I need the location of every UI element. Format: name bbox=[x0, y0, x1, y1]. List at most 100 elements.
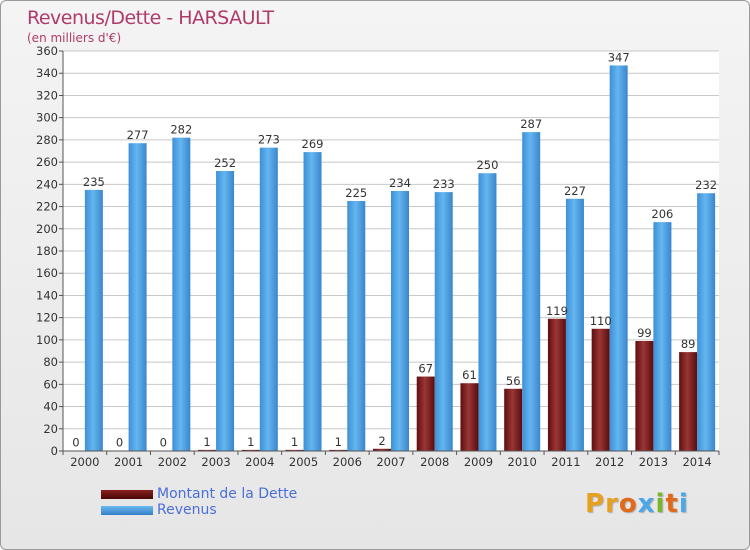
x-tick-label: 2013 bbox=[639, 455, 668, 469]
data-label-dette: 99 bbox=[637, 326, 652, 340]
y-tick-label: 200 bbox=[36, 222, 58, 236]
bar-dette bbox=[460, 383, 479, 451]
x-tick-label: 2007 bbox=[376, 455, 405, 469]
data-label-dette: 2 bbox=[378, 434, 385, 448]
data-label-revenus: 206 bbox=[651, 207, 673, 221]
y-tick-label: 120 bbox=[36, 311, 58, 325]
y-tick-label: 40 bbox=[43, 400, 58, 414]
data-label-revenus: 277 bbox=[127, 128, 149, 142]
y-tick-label: 60 bbox=[43, 377, 58, 391]
data-label-dette: 0 bbox=[160, 436, 167, 450]
legend-label-dette: Montant de la Dette bbox=[157, 486, 298, 502]
x-tick-label: 2002 bbox=[158, 455, 187, 469]
legend-swatch-dette bbox=[101, 490, 153, 499]
bar-dette bbox=[373, 448, 391, 451]
y-tick-label: 80 bbox=[43, 355, 58, 369]
x-tick-label: 2006 bbox=[333, 455, 362, 469]
bar-dette bbox=[679, 352, 698, 451]
bar-dette bbox=[198, 449, 217, 451]
data-label-dette: 0 bbox=[72, 436, 79, 450]
data-label-revenus: 282 bbox=[170, 123, 192, 137]
data-label-revenus: 232 bbox=[695, 178, 717, 192]
x-tick-label: 2011 bbox=[551, 455, 580, 469]
x-tick-label: 2003 bbox=[201, 455, 230, 469]
bar-dette bbox=[285, 449, 304, 451]
legend-label-revenus: Revenus bbox=[157, 502, 217, 518]
y-tick-label: 180 bbox=[36, 244, 58, 258]
bar-revenus bbox=[391, 191, 409, 451]
proxiti-logo: Proxiti bbox=[585, 489, 689, 519]
x-tick-label: 2001 bbox=[114, 455, 143, 469]
data-label-revenus: 250 bbox=[476, 158, 498, 172]
y-tick-label: 260 bbox=[36, 155, 58, 169]
y-tick-label: 340 bbox=[36, 66, 58, 80]
y-tick-label: 0 bbox=[51, 444, 58, 458]
data-label-dette: 61 bbox=[462, 368, 477, 382]
bar-revenus bbox=[653, 222, 672, 451]
y-tick-label: 240 bbox=[36, 177, 58, 191]
y-tick-label: 100 bbox=[36, 333, 58, 347]
y-tick-label: 160 bbox=[36, 266, 58, 280]
bar-dette bbox=[635, 341, 654, 451]
bar-revenus bbox=[347, 201, 366, 451]
x-tick-label: 2010 bbox=[508, 455, 537, 469]
x-tick-label: 2012 bbox=[595, 455, 624, 469]
bar-revenus bbox=[478, 173, 497, 451]
y-tick-label: 280 bbox=[36, 133, 58, 147]
bar-dette bbox=[241, 449, 260, 451]
data-label-dette: 1 bbox=[203, 435, 210, 449]
bar-revenus bbox=[128, 143, 147, 451]
bar-revenus bbox=[522, 132, 541, 451]
bar-revenus bbox=[697, 193, 716, 451]
data-label-revenus: 233 bbox=[433, 177, 455, 191]
data-label-dette: 89 bbox=[681, 337, 696, 351]
chart-title: Revenus/Dette - HARSAULT bbox=[27, 7, 274, 29]
data-label-revenus: 252 bbox=[214, 156, 236, 170]
bar-revenus bbox=[172, 137, 191, 451]
bar-revenus bbox=[303, 152, 322, 451]
data-label-revenus: 287 bbox=[520, 117, 542, 131]
data-label-revenus: 273 bbox=[258, 133, 280, 147]
data-label-dette: 110 bbox=[590, 314, 612, 328]
chart-subtitle: (en milliers d'€) bbox=[27, 31, 122, 45]
bar-dette bbox=[504, 388, 523, 451]
data-label-dette: 56 bbox=[506, 374, 521, 388]
y-tick-label: 20 bbox=[43, 422, 58, 436]
bar-revenus bbox=[609, 65, 628, 451]
legend-swatch-revenus bbox=[101, 506, 153, 515]
y-tick-label: 140 bbox=[36, 288, 58, 302]
data-label-dette: 67 bbox=[418, 362, 433, 376]
data-label-revenus: 234 bbox=[389, 176, 411, 190]
bar-dette bbox=[416, 376, 435, 451]
x-tick-label: 2009 bbox=[464, 455, 493, 469]
x-tick-label: 2005 bbox=[289, 455, 318, 469]
bar-revenus bbox=[565, 198, 584, 451]
data-label-dette: 1 bbox=[291, 435, 298, 449]
data-label-revenus: 227 bbox=[564, 184, 586, 198]
x-tick-label: 2000 bbox=[70, 455, 99, 469]
bar-revenus bbox=[216, 171, 235, 451]
x-tick-label: 2014 bbox=[682, 455, 711, 469]
bar-dette bbox=[591, 328, 610, 451]
bar-dette bbox=[547, 318, 566, 451]
y-tick-label: 300 bbox=[36, 111, 58, 125]
data-label-revenus: 225 bbox=[345, 186, 367, 200]
data-label-dette: 0 bbox=[116, 436, 123, 450]
data-label-dette: 1 bbox=[335, 435, 342, 449]
x-tick-label: 2008 bbox=[420, 455, 449, 469]
data-label-dette: 1 bbox=[247, 435, 254, 449]
bar-revenus bbox=[259, 147, 278, 451]
y-tick-label: 320 bbox=[36, 88, 58, 102]
bar-revenus bbox=[434, 192, 453, 451]
y-tick-label: 220 bbox=[36, 200, 58, 214]
bar-revenus bbox=[84, 189, 103, 451]
bar-dette bbox=[329, 449, 348, 451]
y-tick-label: 360 bbox=[36, 44, 58, 58]
data-label-revenus: 269 bbox=[302, 137, 324, 151]
data-label-revenus: 235 bbox=[83, 175, 105, 189]
x-tick-label: 2004 bbox=[245, 455, 274, 469]
data-label-dette: 119 bbox=[546, 304, 568, 318]
data-label-revenus: 347 bbox=[608, 50, 630, 64]
